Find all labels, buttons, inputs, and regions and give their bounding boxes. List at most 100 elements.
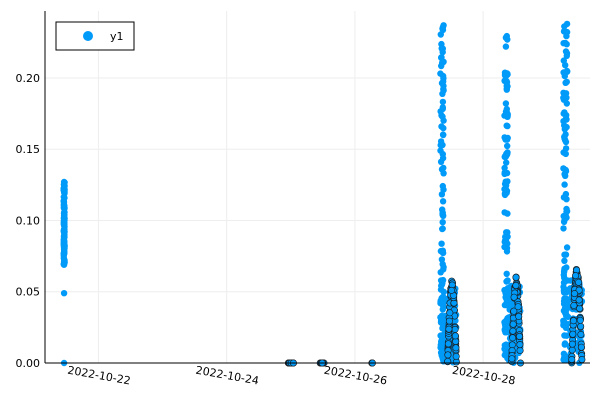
data-point [563,208,570,216]
data-point [438,59,446,67]
data-point [515,332,523,340]
data-point [562,39,569,47]
data-point [504,150,511,158]
data-point [502,43,510,50]
data-point [437,158,445,165]
data-point [437,108,444,115]
y-tick-label: 0.00 [16,357,41,370]
data-point [509,320,517,328]
data-point [568,355,576,363]
data-point [440,124,447,132]
data-point [437,298,444,305]
data-point [447,286,455,294]
data-point [439,23,447,31]
data-point [439,72,447,80]
data-point [575,278,583,286]
data-point [560,118,567,125]
data-point [503,270,510,277]
data-point [578,355,586,363]
data-point [451,325,459,333]
legend: y1 [55,21,135,51]
data-point [577,322,585,330]
data-point [439,313,446,321]
data-point [452,352,460,360]
data-point [444,340,452,348]
data-point [562,138,570,146]
data-point [564,277,571,284]
data-point [562,131,569,138]
data-point [503,105,510,113]
data-point [509,334,517,342]
data-point [501,72,509,79]
data-point [561,251,568,258]
data-point [501,164,508,172]
data-point [451,332,459,340]
data-point [512,273,520,281]
data-point [61,211,68,219]
data-point [503,187,511,195]
data-point [503,248,511,255]
legend-marker [83,31,93,41]
data-point [502,237,509,244]
data-point [561,257,568,264]
data-point [563,68,571,75]
data-point [60,261,68,268]
data-point [575,296,583,304]
data-point [563,78,570,86]
data-point [438,54,445,61]
data-point [561,341,568,348]
data-point [570,301,578,309]
data-point [503,136,511,143]
data-point [452,344,460,352]
data-point [503,159,510,166]
data-point [576,304,584,312]
data-point [439,98,447,106]
y-tick-label: 0.05 [16,286,41,299]
data-point [501,112,508,119]
data-point [515,312,523,320]
data-point [440,86,447,93]
data-point [568,346,576,354]
y-tick-label: 0.20 [16,72,41,85]
data-point [439,150,446,158]
legend-box [55,21,135,51]
data-point [509,327,517,335]
y-tick-label: 0.10 [16,214,41,227]
data-point [561,23,568,30]
data-point [560,225,567,232]
data-point [563,244,571,251]
data-point [439,198,447,205]
data-point [438,240,445,247]
data-point [439,261,446,268]
data-point [61,205,68,212]
y-tick-labels: 0.00 0.05 0.10 0.15 0.20 [16,72,41,370]
data-point [510,307,518,315]
data-point [562,190,570,198]
data-point [440,303,447,310]
data-point [437,269,444,276]
data-point [561,109,568,116]
data-point [570,290,578,298]
data-point [504,36,511,43]
data-point [439,219,446,226]
data-point [560,218,568,225]
data-point [561,319,568,326]
data-point [440,117,447,124]
data-point [438,281,446,288]
data-point [440,288,447,295]
data-point [563,100,570,107]
data-point [445,325,453,333]
data-point [562,289,570,296]
data-point [61,231,68,238]
data-point [502,345,509,352]
data-point [508,355,516,363]
data-point [560,268,568,276]
data-point [445,317,453,325]
data-point [444,351,452,359]
data-point [572,272,580,280]
data-point [562,48,570,55]
data-point [503,278,510,285]
data-point [60,178,68,186]
data-point [60,250,68,257]
